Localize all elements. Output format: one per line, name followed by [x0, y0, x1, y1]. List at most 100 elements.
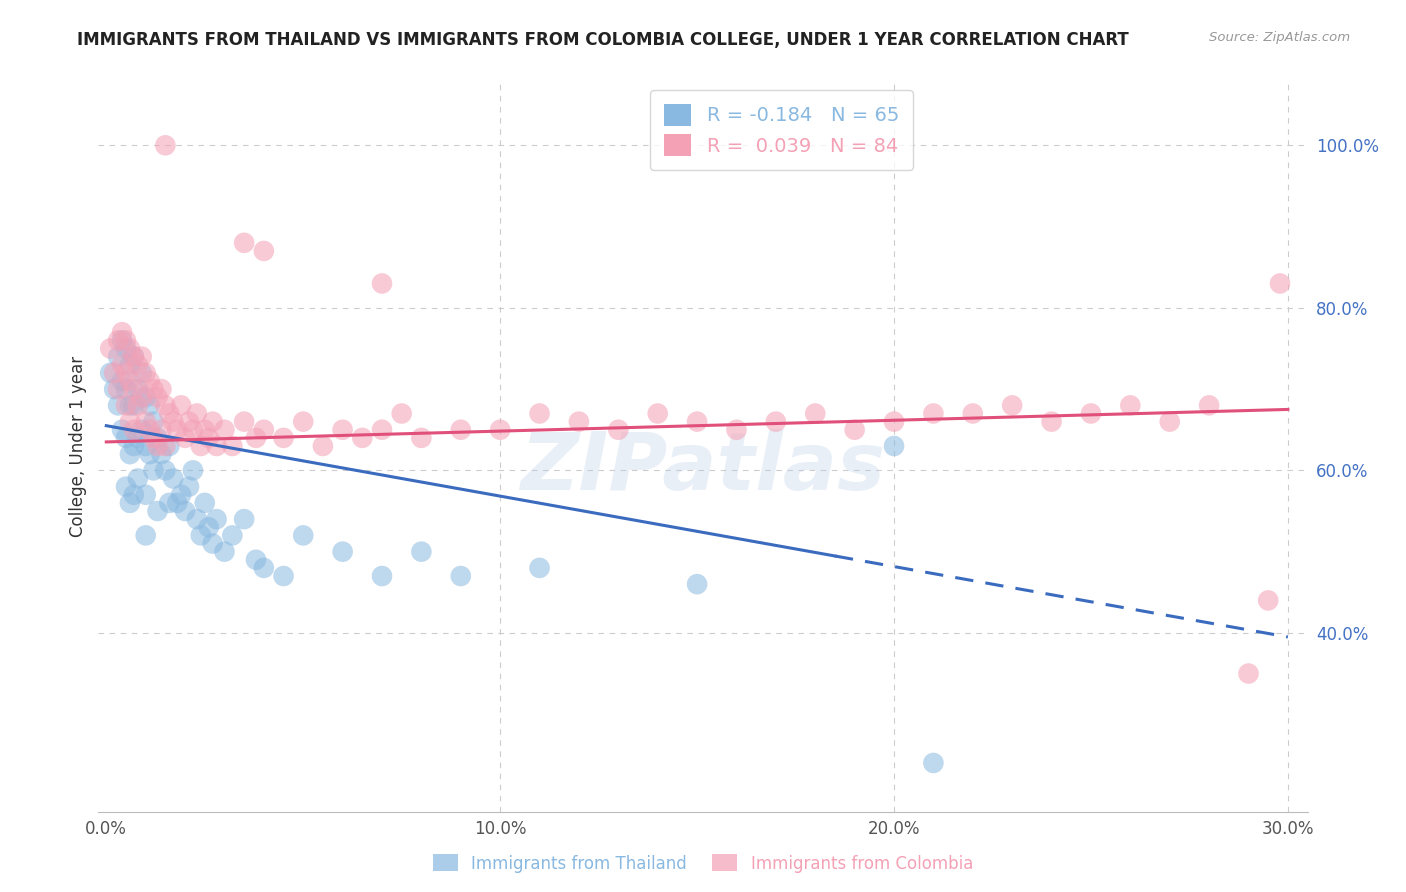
Point	[186, 407, 208, 421]
Point	[214, 544, 236, 558]
Point	[162, 471, 184, 485]
Point	[181, 423, 204, 437]
Point	[273, 431, 295, 445]
Point	[883, 439, 905, 453]
Point	[142, 463, 165, 477]
Point	[111, 423, 134, 437]
Point	[371, 569, 394, 583]
Point	[177, 480, 200, 494]
Point	[450, 569, 472, 583]
Point	[135, 366, 157, 380]
Point	[98, 342, 121, 356]
Point	[107, 382, 129, 396]
Point	[122, 439, 145, 453]
Point	[103, 366, 125, 380]
Point	[332, 423, 354, 437]
Point	[411, 544, 433, 558]
Point	[190, 439, 212, 453]
Point	[146, 504, 169, 518]
Point	[98, 366, 121, 380]
Point	[131, 366, 153, 380]
Point	[391, 407, 413, 421]
Point	[115, 480, 138, 494]
Point	[190, 528, 212, 542]
Point	[686, 415, 709, 429]
Point	[170, 398, 193, 412]
Legend: Immigrants from Thailand, Immigrants from Colombia: Immigrants from Thailand, Immigrants fro…	[426, 847, 980, 880]
Point	[131, 390, 153, 404]
Point	[253, 423, 276, 437]
Point	[922, 407, 945, 421]
Point	[122, 488, 145, 502]
Point	[170, 488, 193, 502]
Point	[1119, 398, 1142, 412]
Point	[135, 390, 157, 404]
Point	[118, 342, 141, 356]
Point	[186, 512, 208, 526]
Point	[127, 382, 149, 396]
Point	[292, 528, 315, 542]
Point	[135, 415, 157, 429]
Point	[118, 374, 141, 388]
Point	[411, 431, 433, 445]
Point	[155, 439, 177, 453]
Point	[118, 447, 141, 461]
Point	[962, 407, 984, 421]
Point	[1080, 407, 1102, 421]
Point	[118, 496, 141, 510]
Point	[1237, 666, 1260, 681]
Point	[118, 398, 141, 412]
Point	[111, 374, 134, 388]
Point	[115, 342, 138, 356]
Point	[214, 423, 236, 437]
Point	[122, 350, 145, 364]
Point	[155, 398, 177, 412]
Point	[174, 431, 197, 445]
Point	[1257, 593, 1279, 607]
Point	[138, 374, 160, 388]
Point	[122, 350, 145, 364]
Point	[138, 447, 160, 461]
Point	[332, 544, 354, 558]
Point	[107, 350, 129, 364]
Point	[146, 390, 169, 404]
Point	[922, 756, 945, 770]
Point	[150, 447, 173, 461]
Point	[146, 431, 169, 445]
Point	[253, 561, 276, 575]
Point	[686, 577, 709, 591]
Point	[205, 439, 228, 453]
Legend: R = -0.184   N = 65, R =  0.039   N = 84: R = -0.184 N = 65, R = 0.039 N = 84	[651, 90, 912, 169]
Point	[111, 334, 134, 348]
Point	[115, 382, 138, 396]
Point	[194, 423, 217, 437]
Point	[111, 325, 134, 339]
Point	[292, 415, 315, 429]
Point	[131, 423, 153, 437]
Point	[138, 398, 160, 412]
Point	[725, 423, 748, 437]
Point	[107, 334, 129, 348]
Point	[312, 439, 335, 453]
Point	[155, 138, 177, 153]
Point	[157, 496, 180, 510]
Point	[135, 439, 157, 453]
Point	[233, 415, 256, 429]
Point	[142, 431, 165, 445]
Point	[127, 398, 149, 412]
Point	[197, 520, 219, 534]
Point	[122, 423, 145, 437]
Point	[233, 512, 256, 526]
Point	[194, 496, 217, 510]
Point	[150, 423, 173, 437]
Point	[529, 407, 551, 421]
Point	[107, 398, 129, 412]
Point	[131, 350, 153, 364]
Point	[371, 423, 394, 437]
Point	[150, 382, 173, 396]
Point	[142, 382, 165, 396]
Point	[1268, 277, 1291, 291]
Point	[352, 431, 374, 445]
Point	[221, 439, 243, 453]
Point	[115, 366, 138, 380]
